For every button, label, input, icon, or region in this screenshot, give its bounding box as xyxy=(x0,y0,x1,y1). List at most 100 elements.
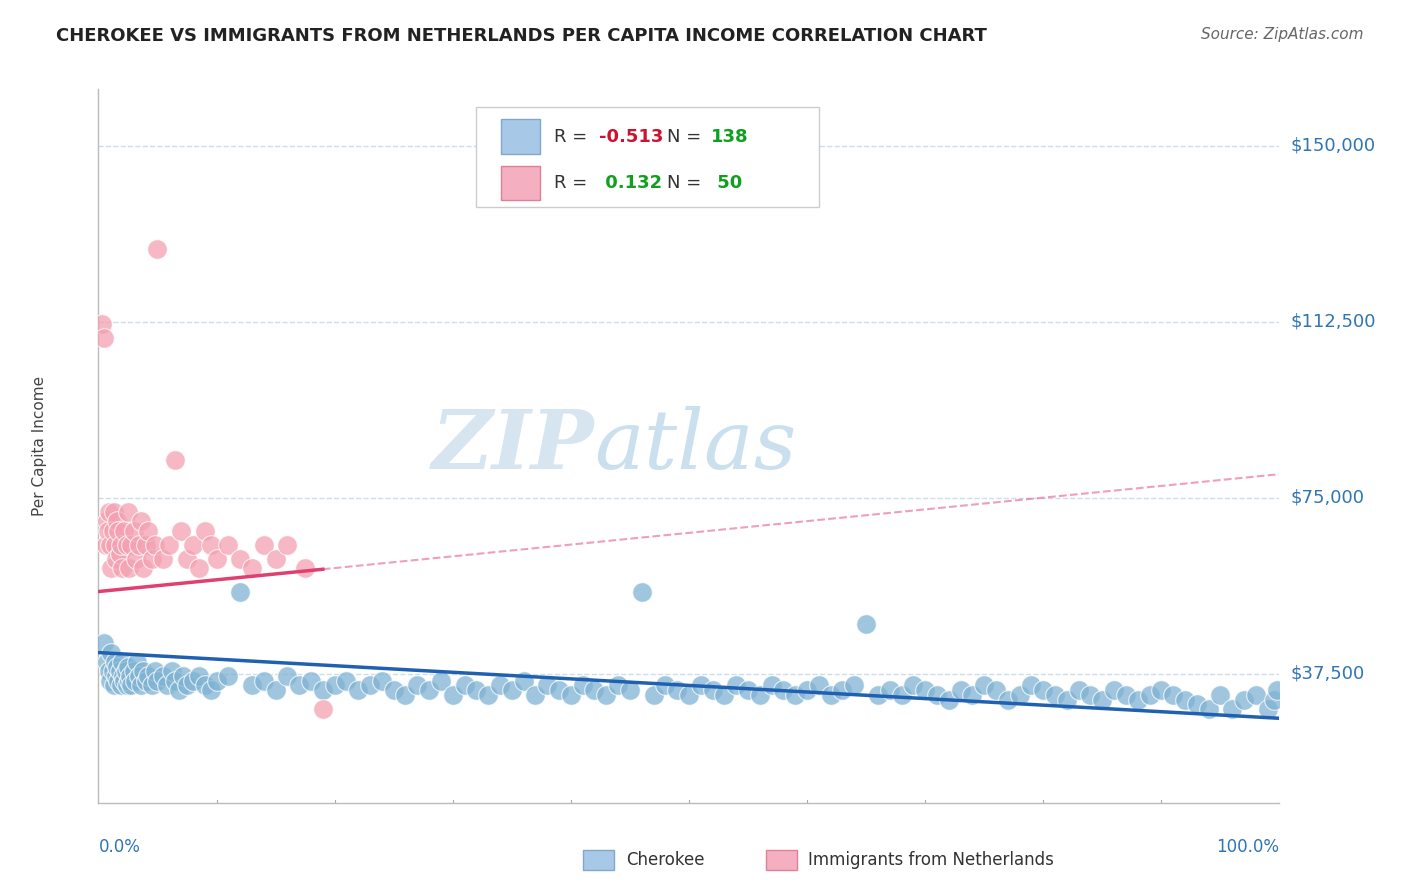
Point xyxy=(949,683,972,698)
Point xyxy=(104,538,127,552)
Text: Per Capita Income: Per Capita Income xyxy=(32,376,46,516)
Point xyxy=(100,646,122,660)
Point xyxy=(160,665,183,679)
Point xyxy=(200,538,222,552)
Point xyxy=(702,683,724,698)
Point xyxy=(253,538,276,552)
Point xyxy=(1174,692,1197,706)
Point xyxy=(143,538,166,552)
Point xyxy=(156,678,179,692)
Point xyxy=(105,669,128,683)
Point xyxy=(1021,678,1043,692)
Point xyxy=(110,538,132,552)
Point xyxy=(136,524,159,538)
Point xyxy=(619,683,641,698)
Point xyxy=(512,673,534,688)
Point xyxy=(132,665,155,679)
Point xyxy=(194,678,217,692)
Point xyxy=(890,688,912,702)
Text: $150,000: $150,000 xyxy=(1291,136,1375,154)
Point xyxy=(181,673,204,688)
Point xyxy=(643,688,665,702)
Point xyxy=(117,505,139,519)
Point xyxy=(135,538,157,552)
Point xyxy=(117,659,139,673)
Point xyxy=(93,331,115,345)
Point xyxy=(93,636,115,650)
Point xyxy=(1265,683,1288,698)
Point xyxy=(294,561,316,575)
Point xyxy=(121,538,143,552)
Point xyxy=(128,669,150,683)
Point xyxy=(571,678,593,692)
Point xyxy=(136,669,159,683)
Point xyxy=(143,665,166,679)
Text: 0.132: 0.132 xyxy=(599,174,662,192)
Point xyxy=(938,692,960,706)
Point xyxy=(382,683,405,698)
Bar xyxy=(501,166,540,200)
Point xyxy=(105,551,128,566)
Point xyxy=(654,678,676,692)
Point xyxy=(108,665,131,679)
Point xyxy=(1008,688,1031,702)
Point xyxy=(630,584,652,599)
Point xyxy=(129,514,152,528)
Point xyxy=(595,688,617,702)
Point xyxy=(103,505,125,519)
Point xyxy=(548,683,571,698)
Text: N =: N = xyxy=(666,128,706,145)
Text: R =: R = xyxy=(554,128,593,145)
Point xyxy=(1263,692,1285,706)
Point xyxy=(441,688,464,702)
Point xyxy=(229,584,252,599)
Point xyxy=(187,669,209,683)
Text: Cherokee: Cherokee xyxy=(626,851,704,869)
Point xyxy=(112,669,135,683)
Point xyxy=(737,683,759,698)
Point xyxy=(276,538,298,552)
Point xyxy=(118,673,141,688)
Point xyxy=(114,665,136,679)
Point xyxy=(122,665,145,679)
Point xyxy=(1115,688,1137,702)
Point xyxy=(713,688,735,702)
Point xyxy=(110,678,132,692)
Point xyxy=(217,538,239,552)
Point xyxy=(240,561,263,575)
Point xyxy=(288,678,311,692)
Point xyxy=(146,673,169,688)
Point xyxy=(91,317,114,331)
Point xyxy=(725,678,748,692)
Point xyxy=(1091,692,1114,706)
Point xyxy=(489,678,512,692)
Point xyxy=(112,524,135,538)
Point xyxy=(359,678,381,692)
Point xyxy=(394,688,416,702)
Point xyxy=(152,551,174,566)
Point xyxy=(347,683,370,698)
Point xyxy=(312,683,335,698)
Point xyxy=(560,688,582,702)
Point xyxy=(141,678,163,692)
Point xyxy=(276,669,298,683)
Point xyxy=(1067,683,1090,698)
Point xyxy=(96,514,118,528)
Point xyxy=(772,683,794,698)
Point xyxy=(176,678,198,692)
Point xyxy=(141,551,163,566)
Point xyxy=(997,692,1019,706)
Point xyxy=(194,524,217,538)
Point xyxy=(118,561,141,575)
Point xyxy=(181,538,204,552)
Point xyxy=(105,514,128,528)
Point xyxy=(1032,683,1054,698)
Point xyxy=(607,678,630,692)
Point xyxy=(761,678,783,692)
FancyBboxPatch shape xyxy=(477,107,818,207)
Point xyxy=(132,561,155,575)
Point xyxy=(120,669,142,683)
Point xyxy=(167,683,190,698)
Point xyxy=(477,688,499,702)
Point xyxy=(1139,688,1161,702)
